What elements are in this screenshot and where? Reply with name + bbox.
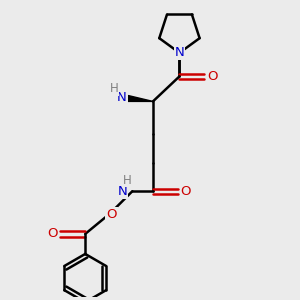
Text: H: H xyxy=(123,173,131,187)
Text: O: O xyxy=(207,70,218,83)
Text: N: N xyxy=(117,185,127,198)
Text: O: O xyxy=(181,185,191,198)
Text: O: O xyxy=(47,227,58,240)
Text: H: H xyxy=(110,82,118,95)
Polygon shape xyxy=(128,95,153,101)
Text: N: N xyxy=(175,46,184,59)
Text: O: O xyxy=(106,208,117,221)
Text: N: N xyxy=(117,91,126,104)
